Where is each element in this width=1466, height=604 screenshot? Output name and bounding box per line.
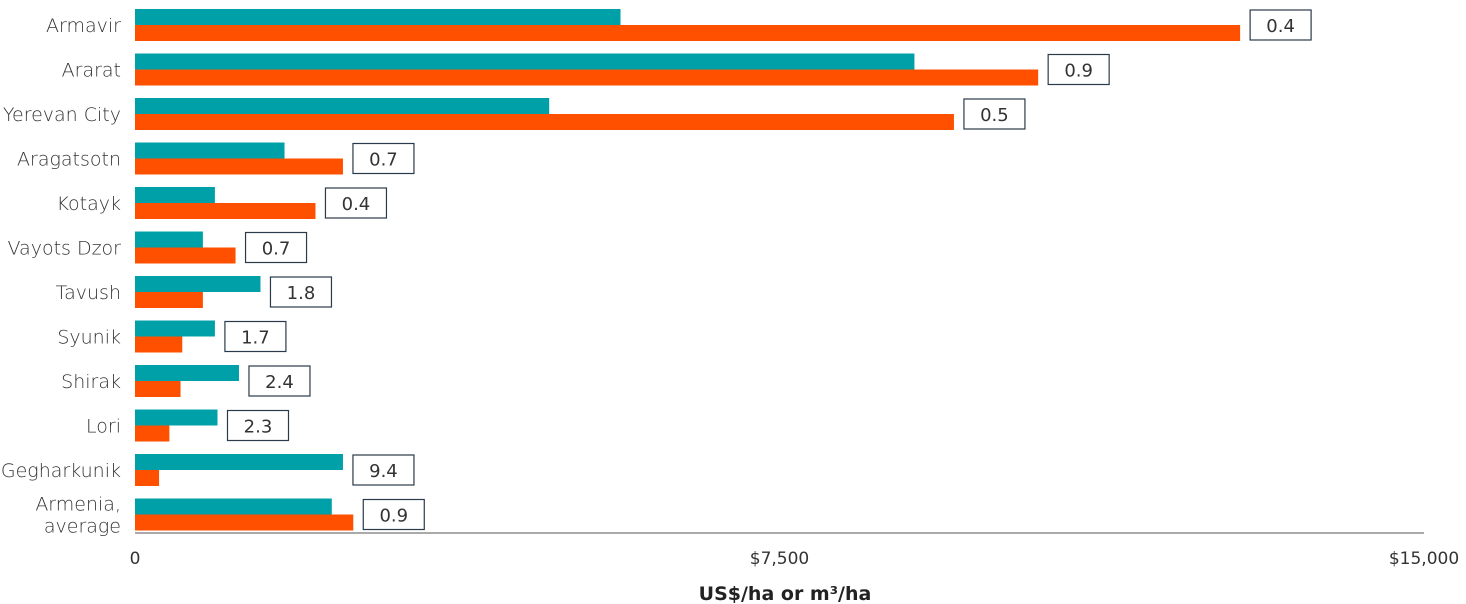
ratio-label-box [1249, 9, 1312, 41]
bar-series-2-4 [135, 203, 316, 219]
ratio-label-6: 1.8 [269, 276, 333, 308]
ratio-label-text: 2.4 [265, 372, 294, 393]
ratio-label-box [352, 454, 415, 486]
x-tick-label-2: $15,000 [1389, 549, 1459, 569]
bar-series-1-8 [135, 365, 239, 381]
ratio-label-box [224, 320, 287, 353]
bar-series-1-11 [135, 498, 332, 515]
bar-series-2-0 [135, 25, 1241, 41]
bar-series-2-7 [135, 336, 183, 353]
ratio-label-box [226, 409, 290, 442]
ratio-label-10: 9.4 [352, 454, 415, 486]
ratio-label-2: 0.5 [963, 98, 1026, 130]
bar-series-2-8 [135, 381, 181, 397]
ratio-label-1: 0.9 [1047, 53, 1110, 86]
bar-series-2-10 [135, 470, 160, 486]
category-label-10: Gegharkunik [1, 460, 121, 482]
ratio-label-8: 2.4 [248, 365, 311, 397]
ratio-label-text: 0.7 [262, 239, 291, 260]
x-tick-label-1: $7,500 [750, 549, 809, 569]
ratio-label-text: 0.4 [342, 194, 371, 215]
ratio-label-box [244, 231, 308, 264]
bar-series-1-10 [135, 454, 343, 470]
ratio-label-7: 1.7 [224, 320, 287, 353]
ratio-label-box [248, 365, 311, 397]
category-label-2: Yerevan City [3, 104, 121, 126]
bars-layer [135, 9, 1241, 531]
category-label-5: Vayots Dzor [8, 238, 122, 260]
ratio-label-box [362, 498, 425, 531]
bar-series-1-0 [135, 9, 621, 25]
ratio-label-box [352, 142, 415, 175]
ratio-label-text: 0.9 [1064, 61, 1093, 82]
category-label-8: Shirak [61, 371, 121, 393]
ratio-label-4: 0.4 [324, 187, 388, 219]
bar-series-1-3 [135, 142, 285, 159]
ratio-label-text: 9.4 [369, 461, 398, 482]
ratio-label-text: 0.5 [980, 105, 1009, 126]
category-label-7: Syunik [57, 327, 121, 349]
bar-series-1-5 [135, 231, 203, 248]
ratio-labels-layer: 0.4 0.9 0.5 0.7 0.4 0.7 1.8 1.7 2.4 2.3 9.4 0.9 [224, 9, 1312, 531]
ratio-label-text: 2.3 [244, 417, 273, 438]
category-label-9: Lori [86, 416, 121, 438]
ratio-label-9: 2.3 [226, 409, 290, 442]
bar-series-2-3 [135, 158, 343, 175]
category-label-4: Kotayk [57, 193, 121, 215]
bar-series-1-1 [135, 53, 915, 70]
bar-series-2-9 [135, 425, 170, 442]
category-label-11-1: average [44, 516, 121, 538]
ratio-label-text: 0.4 [1266, 16, 1295, 37]
ratio-label-text: 1.8 [287, 283, 316, 304]
ratio-label-text: 0.9 [379, 506, 408, 527]
bar-series-2-5 [135, 247, 236, 264]
x-axis-title: US$/ha or m³/ha [699, 583, 872, 604]
bar-series-2-6 [135, 292, 203, 308]
bar-series-2-11 [135, 514, 354, 531]
category-label-11-0: Armenia, [35, 494, 121, 516]
ratio-label-box [324, 187, 388, 219]
x-tick-labels-layer: 0 $7,500 $15,000 [130, 549, 1460, 569]
ratio-label-text: 0.7 [369, 150, 398, 171]
category-label-1: Ararat [62, 60, 121, 82]
category-label-0: Armavir [46, 15, 121, 37]
bar-series-1-4 [135, 187, 215, 203]
category-label-6: Tavush [56, 282, 121, 304]
ratio-label-box [963, 98, 1026, 130]
ratio-label-text: 1.7 [241, 328, 270, 349]
ratio-label-5: 0.7 [244, 231, 308, 264]
bar-series-1-2 [135, 98, 550, 114]
bar-series-2-2 [135, 114, 954, 130]
ratio-label-3: 0.7 [352, 142, 415, 175]
ratio-label-box [1047, 53, 1110, 86]
x-tick-label-0: 0 [130, 549, 141, 569]
category-label-3: Aragatsotn [17, 149, 121, 171]
category-labels-layer: Armavir Ararat Yerevan City Aragatsotn Kotay… [1, 15, 121, 538]
bar-series-1-6 [135, 276, 261, 292]
ratio-label-box [269, 276, 333, 308]
bar-series-1-9 [135, 409, 218, 426]
ratio-label-11: 0.9 [362, 498, 425, 531]
bar-series-1-7 [135, 320, 215, 337]
ratio-label-0: 0.4 [1249, 9, 1312, 41]
bar-series-2-1 [135, 69, 1039, 86]
